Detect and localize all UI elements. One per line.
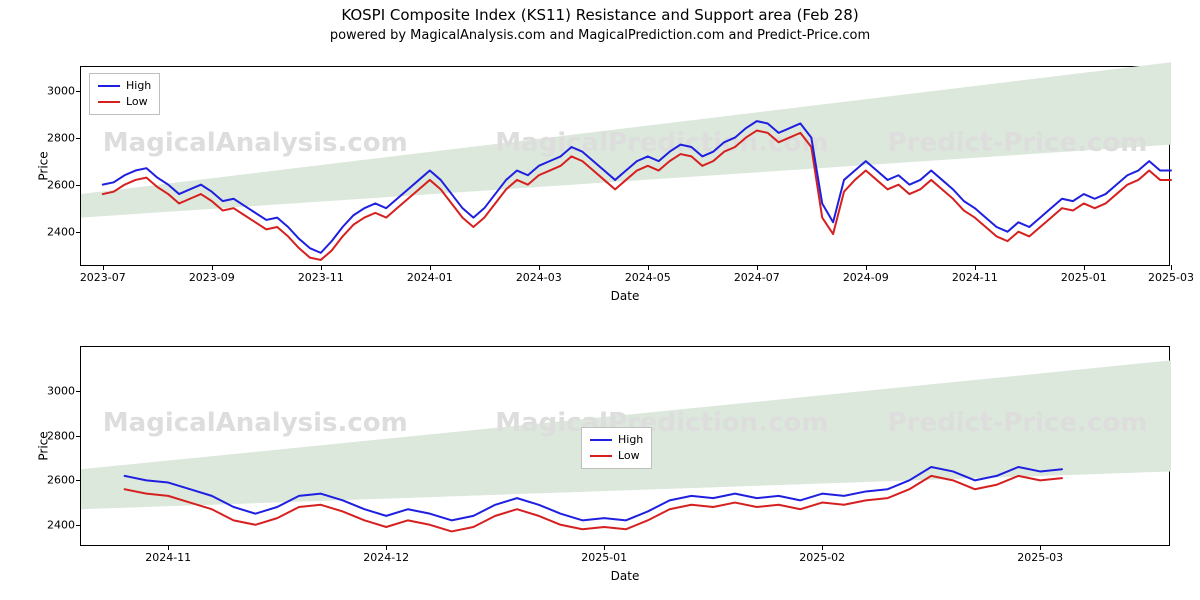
top-chart-plot-area: MagicalAnalysis.comMagicalPrediction.com…: [80, 66, 1170, 266]
legend-row-high: High: [98, 78, 151, 94]
top-chart-ylabel: Price: [37, 151, 51, 180]
ytick-label: 2600: [47, 474, 81, 487]
legend-high-label: High: [126, 78, 151, 94]
xtick-label: 2024-05: [625, 265, 671, 284]
legend-row-low: Low: [590, 448, 643, 464]
legend-low-label: Low: [126, 94, 148, 110]
bottom-chart-plot-area: MagicalAnalysis.com MagicalPrediction.com…: [80, 346, 1170, 546]
xtick-label: 2023-11: [298, 265, 344, 284]
chart-subtitle: powered by MagicalAnalysis.com and Magic…: [0, 28, 1200, 43]
chart-title: KOSPI Composite Index (KS11) Resistance …: [0, 6, 1200, 24]
xtick-label: 2025-02: [799, 545, 845, 564]
legend-high-line: [590, 439, 612, 441]
xtick-label: 2024-01: [407, 265, 453, 284]
legend-row-low: Low: [98, 94, 151, 110]
xtick-label: 2024-11: [145, 545, 191, 564]
xtick-label: 2025-01: [581, 545, 627, 564]
xtick-label: 2024-09: [843, 265, 889, 284]
legend-high-label: High: [618, 432, 643, 448]
ytick-label: 2400: [47, 225, 81, 238]
xtick-label: 2024-03: [516, 265, 562, 284]
xtick-label: 2023-09: [189, 265, 235, 284]
ytick-label: 3000: [47, 385, 81, 398]
xtick-label: 2024-07: [734, 265, 780, 284]
legend-row-high: High: [590, 432, 643, 448]
ytick-label: 3000: [47, 84, 81, 97]
ytick-label: 2600: [47, 178, 81, 191]
xtick-label: 2023-07: [80, 265, 126, 284]
watermark-text: MagicalAnalysis.com: [103, 408, 408, 438]
top-chart-legend: High Low: [89, 73, 160, 115]
watermark-text: Predict-Price.com: [888, 128, 1148, 158]
watermark-text: Predict-Price.com: [888, 408, 1148, 438]
legend-low-line: [98, 101, 120, 103]
xtick-label: 2024-12: [363, 545, 409, 564]
legend-low-line: [590, 455, 612, 457]
top-chart-svg: MagicalAnalysis.comMagicalPrediction.com…: [81, 67, 1171, 267]
watermark-text: MagicalPrediction.com: [495, 408, 828, 438]
ytick-label: 2400: [47, 518, 81, 531]
ytick-label: 2800: [47, 429, 81, 442]
ytick-label: 2800: [47, 131, 81, 144]
xtick-label: 2025-03: [1148, 265, 1194, 284]
bottom-chart-legend: High Low: [581, 427, 652, 469]
top-chart-xlabel: Date: [611, 289, 640, 303]
xtick-label: 2025-01: [1061, 265, 1107, 284]
xtick-label: 2024-11: [952, 265, 998, 284]
xtick-label: 2025-03: [1017, 545, 1063, 564]
legend-high-line: [98, 85, 120, 87]
watermark-text: MagicalAnalysis.com: [103, 128, 408, 158]
legend-low-label: Low: [618, 448, 640, 464]
bottom-chart-xlabel: Date: [611, 569, 640, 583]
